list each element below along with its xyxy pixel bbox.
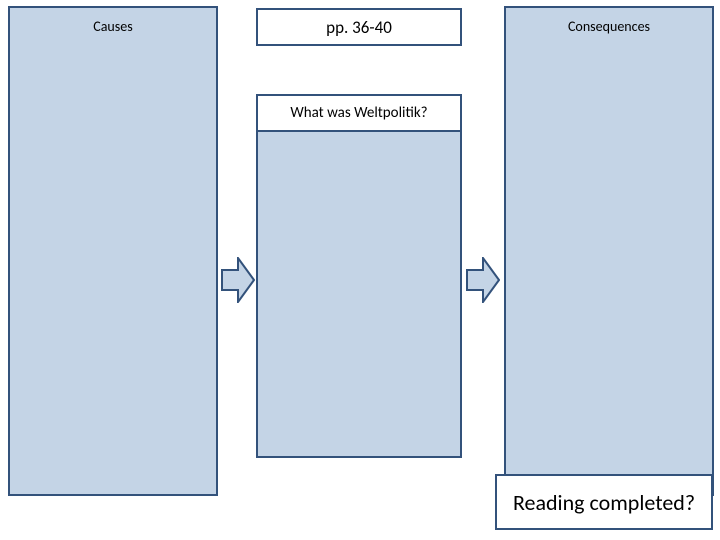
reading-completed-label: Reading completed? xyxy=(495,474,713,530)
causes-title: Causes xyxy=(10,8,216,35)
arrow-left-to-center xyxy=(221,257,255,303)
pages-text: pp. 36-40 xyxy=(326,17,392,38)
consequences-panel: Consequences xyxy=(504,6,714,496)
reading-text: Reading completed? xyxy=(513,489,695,516)
consequences-title: Consequences xyxy=(506,8,712,35)
pages-label: pp. 36-40 xyxy=(256,8,462,46)
center-panel xyxy=(256,112,462,458)
arrow-right-icon xyxy=(221,257,255,303)
question-label: What was Weltpolitik? xyxy=(256,94,462,132)
causes-panel: Causes xyxy=(8,6,218,496)
question-text: What was Weltpolitik? xyxy=(290,104,427,122)
arrow-right-icon xyxy=(466,257,500,303)
arrow-center-to-right xyxy=(466,257,500,303)
